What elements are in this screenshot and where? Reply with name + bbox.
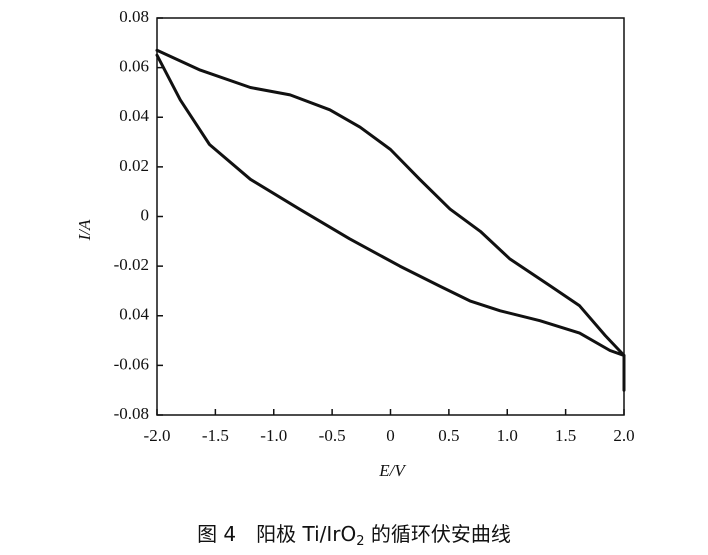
x-tick-label: 1.0 [497, 426, 518, 445]
y-tick-label: 0.08 [119, 7, 149, 26]
y-tick-label: 0 [141, 205, 150, 224]
x-axis-label: E/V [378, 461, 407, 480]
caption: 图 4 阳极 Ti/IrO2 的循环伏安曲线 [197, 522, 511, 549]
y-tick-label: 0.06 [119, 57, 149, 76]
caption-subscript: 2 [356, 534, 364, 549]
x-tick-label: -0.5 [319, 426, 346, 445]
caption-text: 的循环伏安曲线 [365, 522, 511, 546]
x-tick-label: 1.5 [555, 426, 576, 445]
caption-text: 图 4 阳极 Ti/IrO [197, 522, 356, 546]
x-tick-label: -1.0 [260, 426, 287, 445]
y-tick-label: 0.02 [119, 156, 149, 175]
y-tick-label: 0.04 [119, 305, 149, 324]
x-tick-label: -1.5 [202, 426, 229, 445]
y-tick-label: -0.06 [114, 354, 149, 373]
x-tick-label: 2.0 [613, 426, 634, 445]
x-tick-label: 0 [386, 426, 395, 445]
y-tick-label: 0.04 [119, 106, 149, 125]
x-tick-label: -2.0 [144, 426, 171, 445]
plot-frame [156, 17, 625, 416]
y-tick-label: -0.02 [114, 255, 149, 274]
x-tick-label: 0.5 [438, 426, 459, 445]
y-axis-label: I/A [75, 219, 94, 241]
y-tick-label: -0.08 [114, 404, 149, 423]
cv-curve [155, 48, 626, 392]
